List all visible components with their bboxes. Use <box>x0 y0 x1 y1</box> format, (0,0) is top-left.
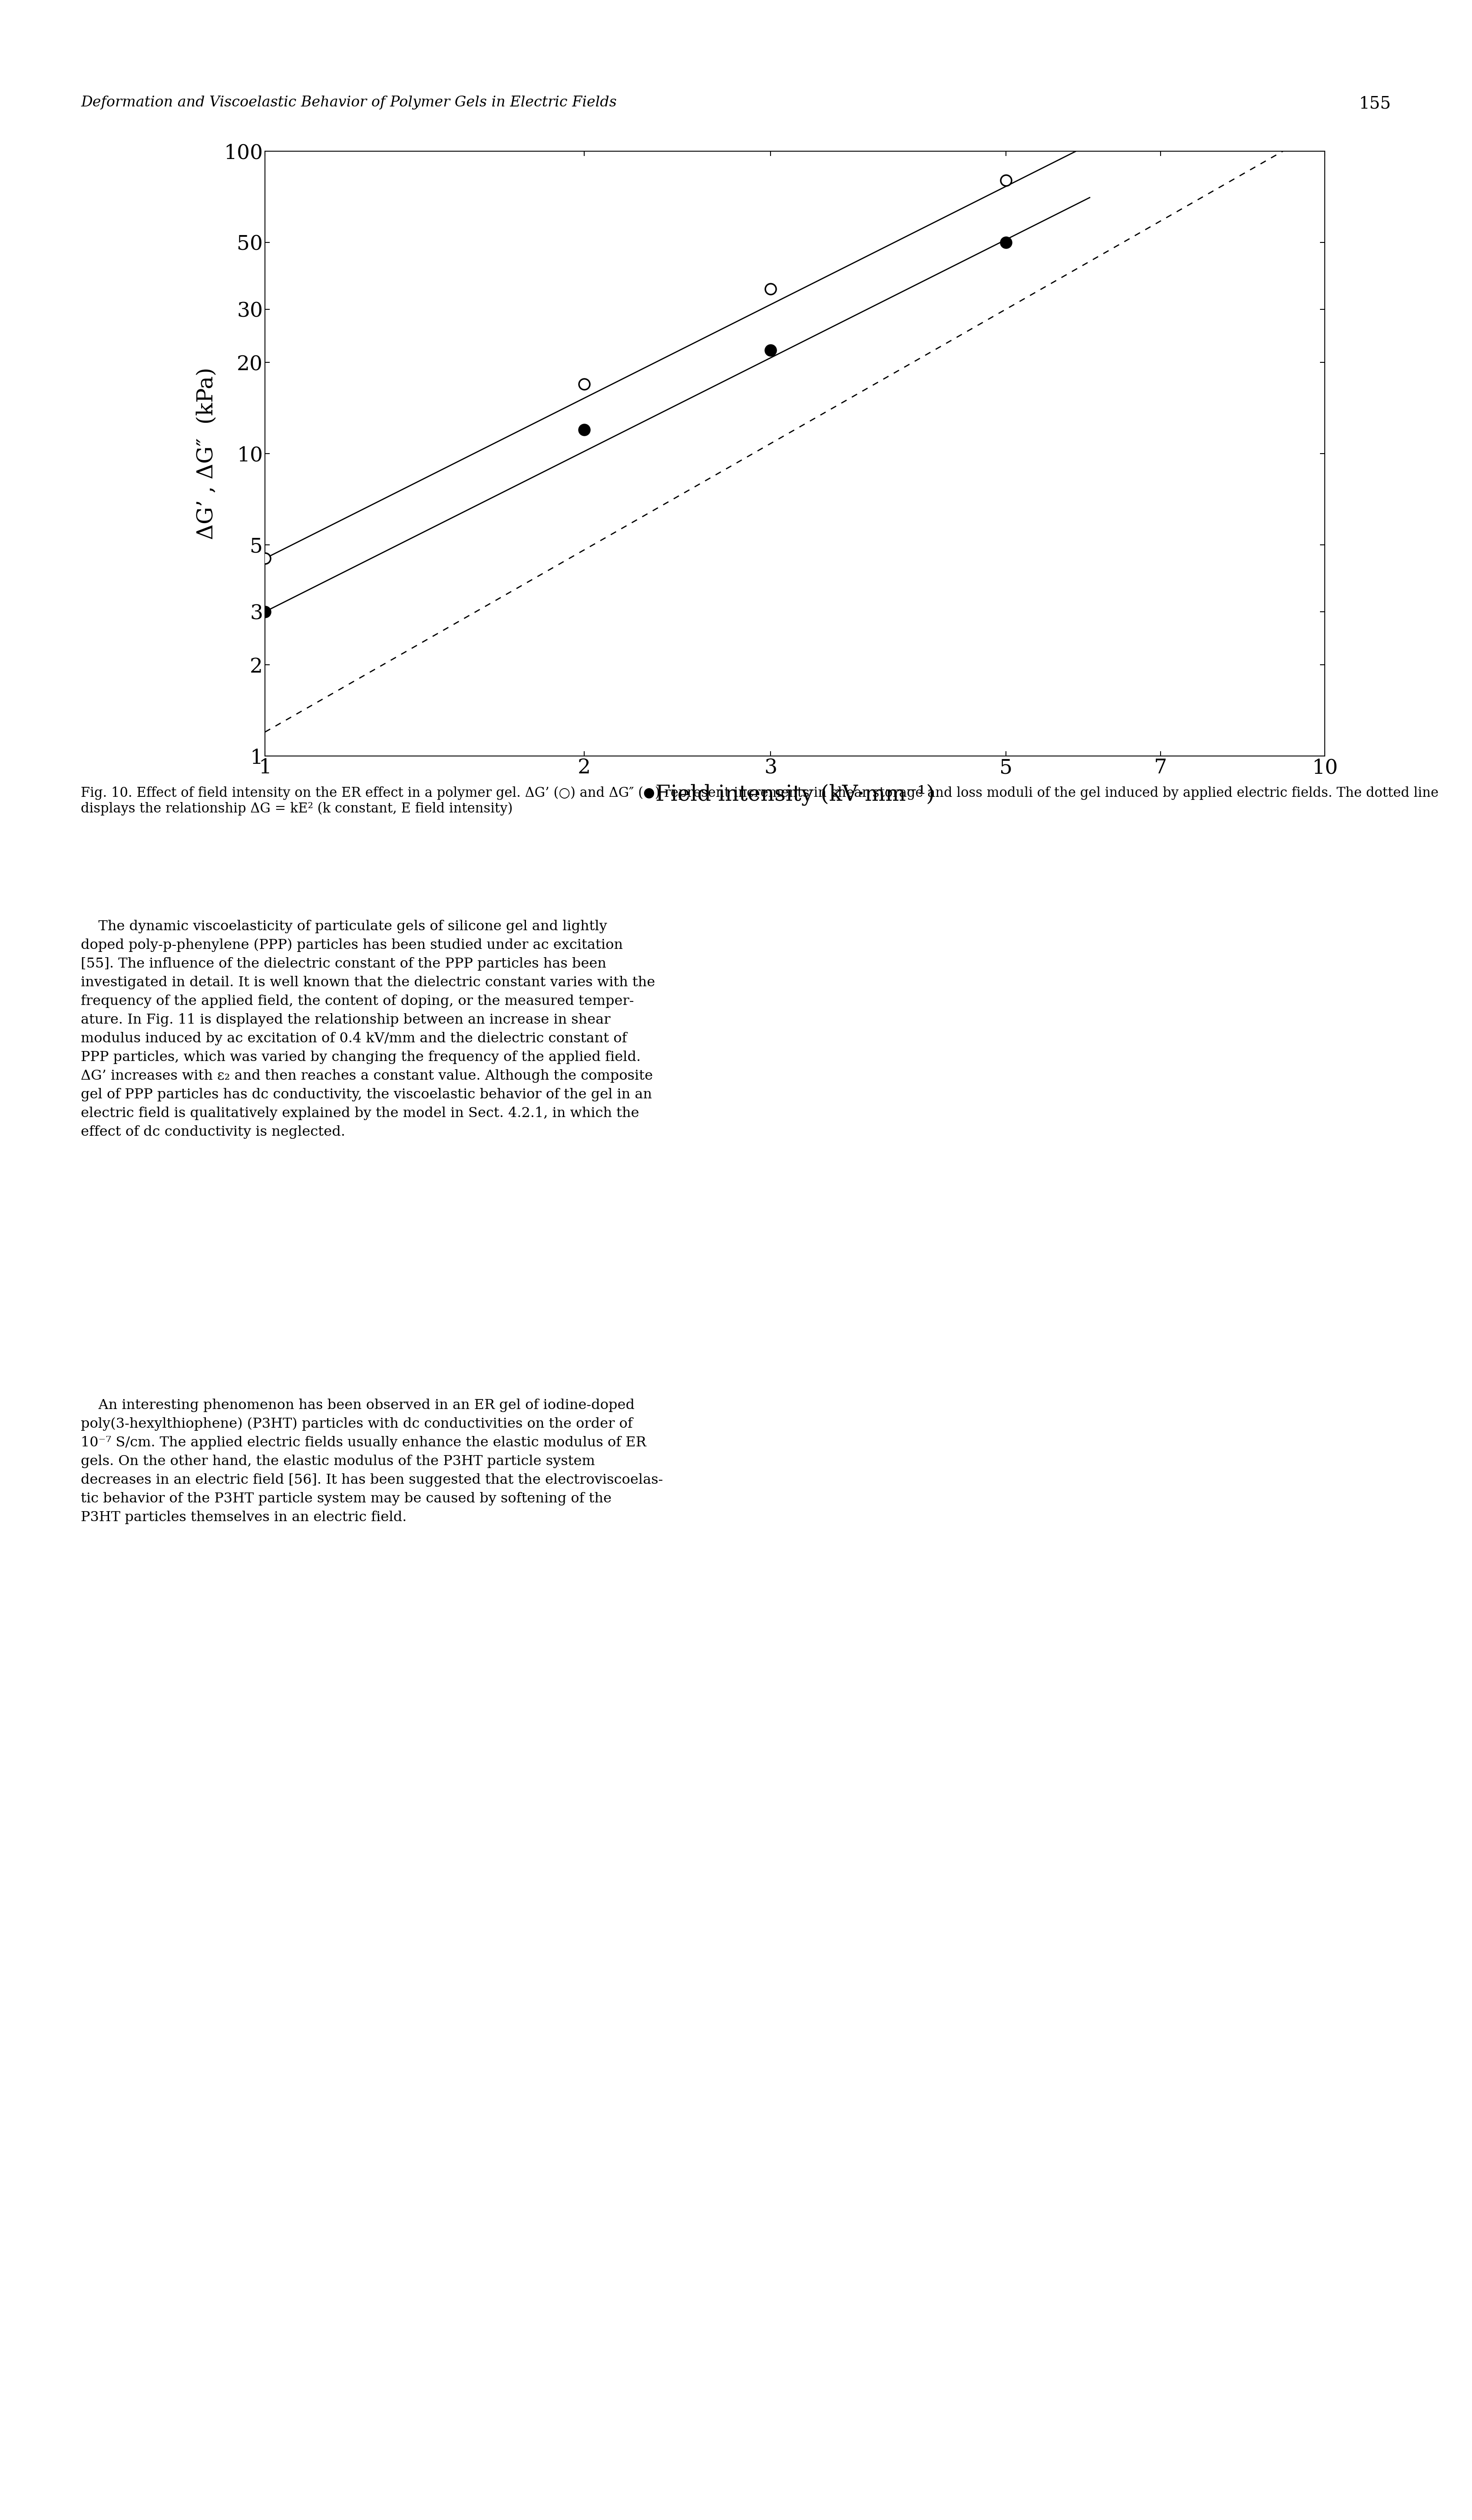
X-axis label: Field intensity (kV·mm⁻¹): Field intensity (kV·mm⁻¹) <box>655 784 935 806</box>
Y-axis label: ΔG’ , ΔG″  (kPa): ΔG’ , ΔG″ (kPa) <box>196 368 218 539</box>
Text: Fig. 10. Effect of field intensity on the ER effect in a polymer gel. ΔG’ (○) an: Fig. 10. Effect of field intensity on th… <box>81 786 1438 816</box>
Text: An interesting phenomenon has been observed in an ER gel of iodine-doped
poly(3-: An interesting phenomenon has been obser… <box>81 1399 664 1525</box>
Text: The dynamic viscoelasticity of particulate gels of silicone gel and lightly
dope: The dynamic viscoelasticity of particula… <box>81 920 655 1139</box>
Text: Deformation and Viscoelastic Behavior of Polymer Gels in Electric Fields: Deformation and Viscoelastic Behavior of… <box>81 96 617 111</box>
Text: 155: 155 <box>1359 96 1391 111</box>
